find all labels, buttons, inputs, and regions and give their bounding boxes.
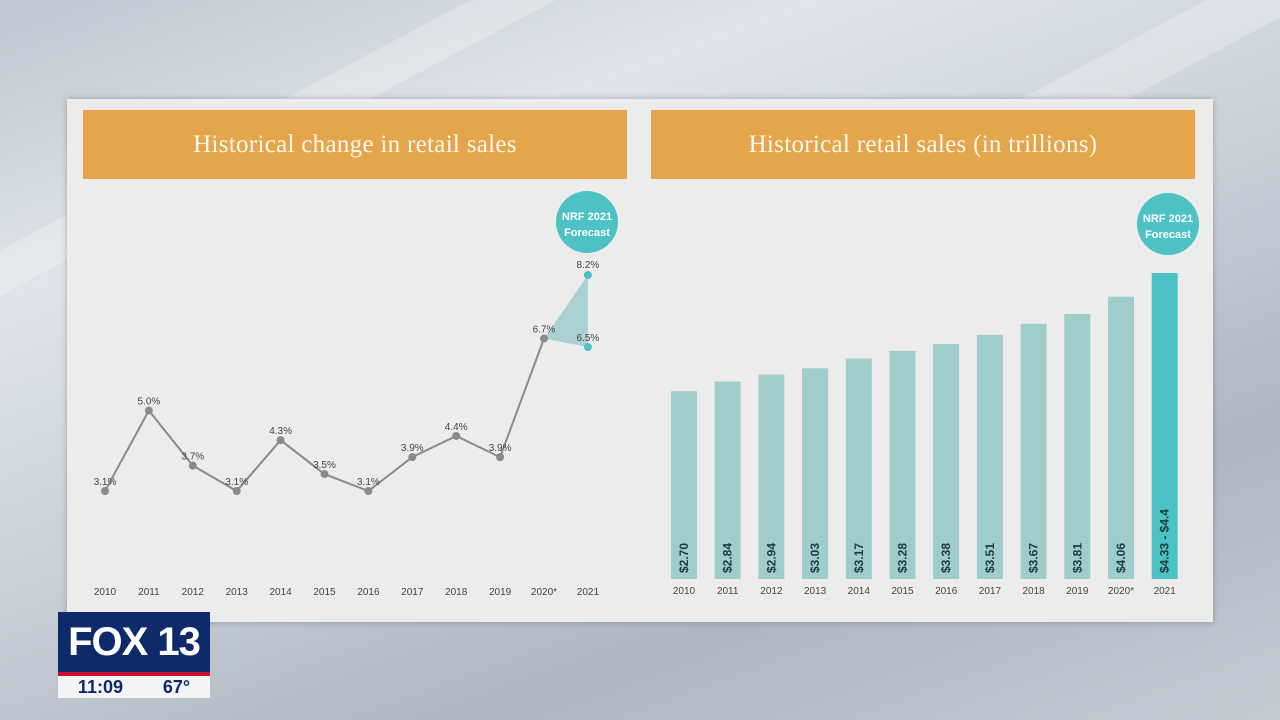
x-tick-label: 2010 — [673, 586, 696, 597]
point-label: 3.7% — [181, 452, 204, 463]
bar-value-label: $3.38 — [939, 543, 953, 573]
forecast-high-point — [583, 271, 592, 279]
bar-value-label: $3.28 — [896, 543, 910, 573]
forecast-badge-line2: Forecast — [1145, 229, 1191, 241]
data-point — [496, 453, 505, 462]
data-point — [408, 453, 417, 462]
data-point — [232, 487, 241, 495]
temperature-readout: 67° — [162, 676, 191, 697]
x-tick-label: 2020* — [1108, 586, 1134, 597]
x-tick-label: 2019 — [489, 587, 512, 598]
bar-value-label: $2.94 — [764, 543, 778, 573]
point-label: 3.5% — [313, 460, 336, 471]
point-label: 3.1% — [225, 477, 248, 488]
forecast-range-area — [544, 275, 588, 347]
point-label: 4.4% — [445, 422, 468, 433]
forecast-badge — [556, 191, 618, 253]
point-label: 3.1% — [357, 477, 380, 488]
bar — [758, 374, 785, 579]
infographic-board: Historical change in retail sales Histor… — [67, 99, 1213, 622]
bar-value-label: $3.03 — [808, 543, 822, 573]
forecast-badge-line1: NRF 2021 — [1143, 213, 1193, 225]
bar — [933, 343, 960, 579]
forecast-badge-line1: NRF 2021 — [562, 211, 612, 223]
fox13-logo: FOX 13 11:09 67° — [58, 612, 210, 698]
bar — [889, 350, 916, 579]
point-label: 3.9% — [489, 443, 512, 454]
bar-value-label: $2.84 — [721, 543, 735, 573]
data-point — [364, 487, 373, 495]
bar — [1151, 273, 1178, 579]
bar-value-label: $4.06 — [1114, 543, 1128, 573]
point-label: 6.7% — [533, 325, 556, 336]
point-label: 5.0% — [138, 397, 161, 408]
bar — [976, 334, 1003, 579]
bar-value-label: $3.81 — [1070, 543, 1084, 573]
x-tick-label: 2012 — [182, 587, 205, 598]
x-tick-label: 2011 — [717, 586, 739, 597]
x-tick-label: 2010 — [94, 587, 117, 598]
x-tick-label: 2014 — [269, 587, 292, 598]
bar — [802, 368, 829, 579]
data-point — [188, 461, 197, 470]
x-tick-label: 2013 — [804, 586, 827, 597]
bar-chart-title: Historical retail sales (in trillions) — [651, 110, 1195, 179]
point-label: 3.9% — [401, 443, 424, 454]
data-point — [452, 431, 461, 440]
forecast-badge — [1137, 193, 1199, 255]
x-tick-label: 2016 — [935, 586, 958, 597]
x-tick-label: 2014 — [848, 586, 871, 597]
bar-value-label: $3.17 — [852, 543, 866, 573]
forecast-high-label: 8.2% — [577, 260, 600, 271]
data-point — [320, 470, 329, 479]
bar — [1064, 314, 1091, 579]
x-tick-label: 2019 — [1066, 586, 1089, 597]
point-label: 4.3% — [269, 426, 292, 437]
bar — [845, 358, 872, 579]
x-tick-label: 2015 — [891, 586, 914, 597]
x-tick-label: 2011 — [138, 587, 160, 598]
x-tick-label: 2021 — [1154, 586, 1177, 597]
x-tick-label: 2016 — [357, 587, 380, 598]
data-point — [540, 334, 548, 343]
bar — [1108, 296, 1134, 579]
x-tick-label: 2017 — [401, 587, 424, 598]
logo-text: FOX 13 — [58, 612, 210, 676]
bar-value-label: $4.33 - $4.4 — [1158, 509, 1172, 573]
forecast-low-label: 6.5% — [577, 333, 600, 344]
bar-value-label: $3.67 — [1027, 543, 1041, 573]
data-point — [144, 406, 153, 415]
time-readout: 11:09 — [77, 676, 123, 697]
x-tick-label: 2013 — [226, 587, 249, 598]
point-label: 3.1% — [94, 477, 117, 488]
info-bar: 11:09 67° — [58, 676, 210, 698]
x-tick-label: 2021 — [577, 587, 600, 598]
x-tick-label: 2012 — [760, 586, 783, 597]
line-chart-title: Historical change in retail sales — [83, 110, 627, 179]
forecast-low-point — [583, 343, 592, 351]
x-tick-label: 2015 — [313, 587, 336, 598]
x-tick-label: 2018 — [1022, 586, 1045, 597]
data-point — [101, 487, 109, 495]
forecast-badge-line2: Forecast — [564, 227, 610, 239]
x-tick-label: 2020* — [531, 587, 557, 598]
x-tick-label: 2017 — [979, 586, 1002, 597]
bar — [714, 381, 741, 579]
data-point — [276, 436, 285, 445]
bar-value-label: $3.51 — [983, 543, 997, 573]
bar — [1020, 323, 1047, 579]
charts-canvas: NRF 2021 Forecast 3.1% 5.0% 3.7% 3.1% 4.3% 3.5%… — [94, 191, 1199, 598]
bar-value-label: $2.70 — [677, 543, 691, 573]
bar — [671, 391, 697, 579]
x-tick-label: 2018 — [445, 587, 468, 598]
